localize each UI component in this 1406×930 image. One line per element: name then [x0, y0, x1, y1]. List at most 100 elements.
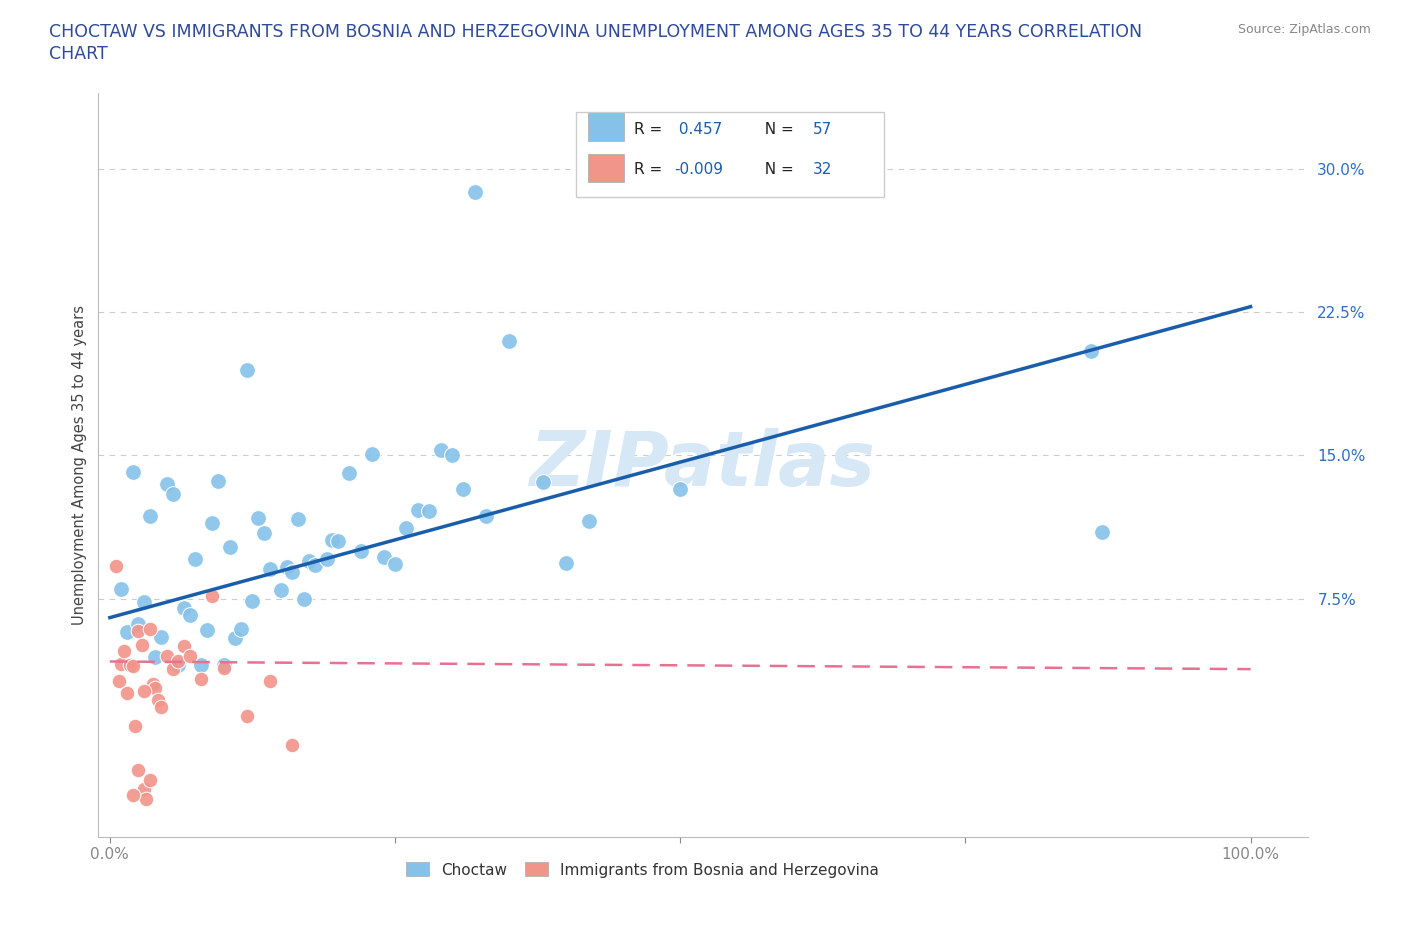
- Point: [418, 504, 440, 519]
- Text: Source: ZipAtlas.com: Source: ZipAtlas.com: [1237, 23, 1371, 36]
- Point: [669, 481, 692, 496]
- Point: [179, 648, 201, 663]
- Text: 32: 32: [813, 162, 832, 177]
- Point: [281, 565, 304, 579]
- Text: N =: N =: [755, 162, 799, 177]
- Point: [184, 551, 207, 566]
- Point: [112, 644, 135, 658]
- Point: [201, 515, 224, 530]
- Point: [373, 550, 395, 565]
- Point: [429, 442, 451, 457]
- Point: [190, 671, 212, 686]
- Point: [139, 772, 162, 787]
- Point: [350, 544, 373, 559]
- Point: [173, 601, 195, 616]
- Point: [146, 692, 169, 707]
- Point: [259, 562, 281, 577]
- Point: [104, 559, 127, 574]
- Point: [139, 621, 162, 636]
- Text: CHART: CHART: [49, 45, 108, 62]
- Text: ZIPatlas: ZIPatlas: [530, 428, 876, 502]
- FancyBboxPatch shape: [588, 154, 624, 182]
- Point: [150, 630, 173, 644]
- Point: [162, 486, 184, 501]
- Point: [167, 658, 190, 672]
- Point: [127, 617, 149, 631]
- Point: [201, 589, 224, 604]
- Point: [127, 763, 149, 777]
- Point: [287, 512, 309, 526]
- Point: [361, 446, 384, 461]
- Point: [179, 608, 201, 623]
- Text: N =: N =: [755, 122, 799, 137]
- Point: [121, 465, 143, 480]
- Point: [110, 657, 132, 671]
- Point: [406, 502, 429, 517]
- Point: [124, 718, 146, 733]
- Point: [229, 622, 252, 637]
- Point: [212, 660, 235, 675]
- Point: [145, 681, 167, 696]
- Point: [1080, 343, 1102, 358]
- Point: [270, 582, 292, 597]
- Point: [326, 534, 349, 549]
- Point: [135, 791, 157, 806]
- Point: [212, 658, 235, 672]
- Text: -0.009: -0.009: [673, 162, 723, 177]
- Point: [190, 658, 212, 672]
- Point: [121, 658, 143, 673]
- Point: [195, 623, 218, 638]
- Point: [531, 474, 554, 489]
- Text: 57: 57: [813, 122, 832, 137]
- Point: [173, 639, 195, 654]
- Text: R =: R =: [634, 122, 668, 137]
- Text: 0.457: 0.457: [673, 122, 723, 137]
- Point: [337, 466, 360, 481]
- Point: [127, 623, 149, 638]
- Point: [475, 509, 498, 524]
- Point: [156, 477, 179, 492]
- Y-axis label: Unemployment Among Ages 35 to 44 years: Unemployment Among Ages 35 to 44 years: [72, 305, 87, 625]
- Point: [150, 700, 173, 715]
- Point: [292, 591, 315, 606]
- Point: [115, 685, 138, 700]
- Point: [120, 658, 142, 672]
- Point: [132, 684, 155, 698]
- Point: [167, 654, 190, 669]
- FancyBboxPatch shape: [588, 113, 624, 141]
- Point: [441, 447, 464, 462]
- Point: [108, 674, 131, 689]
- Point: [578, 513, 600, 528]
- Point: [121, 788, 143, 803]
- Point: [315, 551, 337, 566]
- Point: [145, 649, 167, 664]
- Point: [207, 473, 229, 488]
- Point: [384, 556, 406, 571]
- Point: [110, 581, 132, 596]
- Point: [139, 509, 162, 524]
- Point: [142, 677, 165, 692]
- Point: [115, 624, 138, 639]
- Point: [259, 673, 281, 688]
- Point: [162, 661, 184, 676]
- Point: [156, 648, 179, 663]
- Point: [132, 594, 155, 609]
- Point: [281, 738, 304, 753]
- FancyBboxPatch shape: [576, 112, 884, 197]
- Point: [321, 533, 343, 548]
- Point: [132, 782, 155, 797]
- Point: [298, 553, 321, 568]
- Point: [464, 185, 486, 200]
- Text: R =: R =: [634, 162, 668, 177]
- Point: [1091, 525, 1114, 539]
- Point: [276, 560, 298, 575]
- Point: [453, 482, 475, 497]
- Point: [131, 637, 153, 652]
- Point: [218, 539, 240, 554]
- Point: [253, 525, 276, 540]
- Point: [224, 631, 246, 645]
- Text: CHOCTAW VS IMMIGRANTS FROM BOSNIA AND HERZEGOVINA UNEMPLOYMENT AMONG AGES 35 TO : CHOCTAW VS IMMIGRANTS FROM BOSNIA AND HE…: [49, 23, 1142, 41]
- Point: [304, 558, 326, 573]
- Legend: Choctaw, Immigrants from Bosnia and Herzegovina: Choctaw, Immigrants from Bosnia and Herz…: [398, 855, 887, 885]
- Point: [242, 594, 264, 609]
